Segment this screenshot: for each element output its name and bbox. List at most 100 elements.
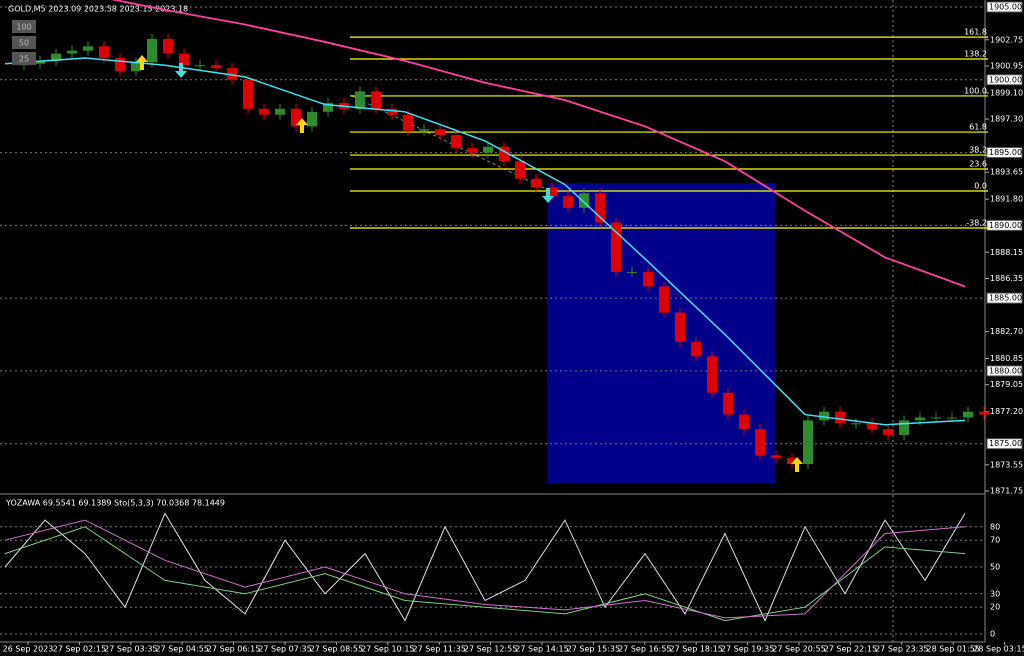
candle-body: [51, 53, 61, 61]
indicator-level-label: 20: [990, 603, 1000, 612]
indicator-level-label: 80: [990, 522, 1000, 531]
candle-body: [563, 196, 573, 208]
candle-body: [531, 178, 541, 188]
price-label: 1882.70: [990, 327, 1023, 336]
candle-body: [307, 111, 317, 127]
candle-body: [323, 103, 333, 112]
price-label: 1880.00: [989, 366, 1022, 375]
candle-body: [147, 39, 157, 63]
price-label: 1902.75: [990, 35, 1023, 44]
candle-body: [579, 193, 589, 208]
time-label: 27 Sep 18:15: [669, 645, 722, 654]
indicator-level-label: 0: [990, 630, 995, 639]
timeframe-button[interactable]: [12, 52, 36, 65]
candle-body: [419, 129, 429, 131]
candle-body: [963, 411, 973, 418]
button-label: 100: [16, 23, 31, 32]
ma-slow: [110, 0, 966, 288]
time-label: 27 Sep 20:55: [772, 645, 825, 654]
candle-body: [931, 417, 941, 419]
candle-body: [883, 429, 893, 435]
time-label: 27 Sep 16:55: [618, 645, 671, 654]
time-label: 27 Sep 23:35: [875, 645, 928, 654]
price-box: [986, 438, 1023, 450]
time-label: 27 Sep 02:15: [53, 645, 106, 654]
indicator-level-label: 50: [990, 563, 1000, 572]
candle-body: [675, 312, 685, 342]
price-box: [986, 365, 1023, 377]
buy-arrow: [296, 118, 308, 133]
candle-body: [483, 146, 493, 153]
candle-body: [803, 420, 813, 465]
candle-body: [35, 60, 45, 64]
fibo-label: 100.0: [964, 86, 987, 95]
zone-rectangle: [547, 183, 775, 483]
price-box: [986, 219, 1023, 231]
price-label: 1885.00: [989, 294, 1022, 303]
price-box: [986, 292, 1023, 304]
time-label: 27 Sep 06:15: [207, 645, 260, 654]
timeframe-button[interactable]: [12, 36, 36, 49]
candle-body: [83, 46, 93, 51]
ma-fast: [4, 57, 966, 426]
time-label: 28 Sep 01:55: [926, 645, 979, 654]
candle-body: [387, 108, 397, 115]
buy-arrow: [136, 55, 148, 70]
price-label: 1886.35: [990, 274, 1023, 283]
candle-body: [691, 341, 701, 357]
candle-body: [467, 148, 477, 153]
candle-body: [131, 62, 141, 72]
price-box: [986, 1, 1023, 13]
candle-body: [371, 91, 381, 109]
candle-body: [819, 411, 829, 421]
price-label: 1897.30: [990, 115, 1023, 124]
price-label: 1888.15: [990, 248, 1023, 257]
candle-body: [115, 57, 125, 72]
price-label: 1893.65: [990, 168, 1023, 177]
candle-body: [211, 65, 221, 69]
time-label: 27 Sep 08:55: [310, 645, 363, 654]
candle-body: [227, 68, 237, 80]
price-label: 1900.00: [989, 75, 1022, 84]
time-label: 27 Sep 22:15: [824, 645, 877, 654]
price-label: 1873.55: [990, 460, 1023, 469]
candle-body: [739, 414, 749, 430]
candle-body: [547, 187, 557, 197]
time-label: 27 Sep 03:35: [104, 645, 157, 654]
button-label: 50: [19, 39, 29, 48]
candle-body: [499, 146, 509, 162]
candle-body: [707, 356, 717, 393]
fibo-label: -38.2: [966, 218, 987, 227]
buy-arrow: [791, 457, 803, 472]
candle-body: [979, 411, 989, 415]
time-label: 27 Sep 11:35: [412, 645, 465, 654]
candle-body: [947, 417, 957, 419]
price-label: 1871.75: [990, 487, 1023, 496]
fibo-label: 23.6: [969, 160, 987, 169]
price-box: [986, 147, 1023, 159]
fibo-label: 138.2: [964, 49, 987, 58]
price-label: 1899.10: [990, 88, 1023, 97]
candle-body: [275, 108, 285, 115]
fibo-label: 0.0: [974, 181, 987, 190]
candle-body: [851, 423, 861, 425]
price-label: 1900.95: [990, 61, 1023, 70]
candle-body: [451, 135, 461, 149]
candle-body: [915, 417, 925, 421]
candle-body: [595, 193, 605, 223]
price-label: 1879.05: [990, 380, 1023, 389]
indicator-header: YOZAWA 69.5541 69.1389 Sto(5,3,3) 70.036…: [5, 499, 225, 508]
signal-arrows: [136, 55, 803, 472]
candle-body: [67, 50, 77, 54]
time-label: 27 Sep 12:55: [464, 645, 517, 654]
timeframe-button[interactable]: [12, 20, 36, 33]
candle-body: [899, 420, 909, 435]
candle-body: [163, 39, 173, 54]
time-label: 26 Sep 2023: [3, 645, 54, 654]
fibo-label: 161.8: [964, 28, 987, 37]
sell-arrow: [542, 188, 554, 203]
price-label: 1895.00: [989, 148, 1022, 157]
